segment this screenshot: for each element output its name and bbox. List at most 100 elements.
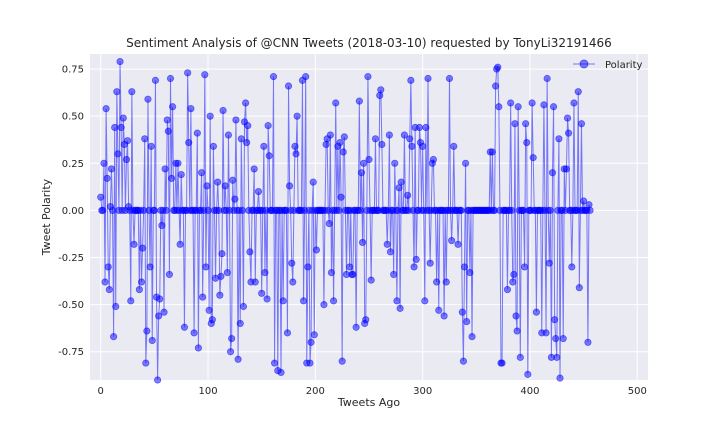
data-point [574, 88, 582, 96]
y-axis-ticks: -0.75 -0.50 -0.25 0.00 0.25 0.50 0.75 [58, 65, 84, 359]
data-point [146, 263, 154, 271]
data-point [448, 236, 456, 245]
data-point [142, 359, 150, 367]
data-point [254, 187, 263, 196]
data-point [410, 263, 418, 271]
data-point [458, 308, 466, 316]
data-point [237, 135, 245, 143]
data-point [224, 131, 233, 139]
data-point [150, 206, 158, 214]
data-point [408, 142, 416, 150]
y-tick-label: 0.00 [62, 206, 84, 217]
legend-label-polarity: Polarity [605, 60, 643, 71]
data-point [214, 178, 222, 186]
data-point [242, 99, 250, 107]
data-point [166, 74, 175, 83]
data-point [545, 259, 553, 267]
data-point [244, 122, 252, 130]
data-point [246, 248, 254, 256]
data-point [299, 297, 308, 305]
data-point [216, 291, 224, 299]
data-point [312, 246, 321, 254]
chart-title: Sentiment Analysis of @CNN Tweets (2018-… [126, 36, 612, 50]
data-point [116, 57, 124, 66]
data-point [130, 240, 138, 248]
data-point [285, 182, 294, 190]
data-point [144, 95, 152, 103]
y-axis-label: Tweet Polarity [40, 178, 53, 256]
data-point [97, 193, 105, 201]
data-point [459, 357, 468, 365]
data-point [404, 191, 412, 199]
data-point [511, 120, 519, 128]
data-point [488, 148, 496, 156]
data-point [264, 122, 272, 130]
data-point [338, 357, 346, 365]
data-point [155, 312, 163, 320]
legend-marker [579, 59, 589, 69]
data-point [503, 285, 512, 294]
data-point [156, 295, 164, 303]
data-point [209, 142, 217, 150]
data-point [206, 112, 214, 120]
data-point [546, 206, 554, 214]
data-point [421, 297, 429, 305]
data-point [508, 206, 516, 214]
data-point [251, 278, 259, 286]
data-point [217, 272, 225, 280]
data-point [260, 142, 268, 150]
data-point [219, 106, 227, 115]
data-point [516, 353, 524, 361]
data-point [288, 259, 296, 267]
data-point [292, 150, 300, 158]
data-point [563, 114, 572, 122]
data-point [239, 302, 248, 311]
data-point [202, 263, 210, 271]
data-point [302, 73, 310, 81]
data-point [454, 240, 462, 248]
y-tick-label: -0.50 [58, 300, 84, 311]
x-tick-label: 200 [306, 386, 325, 397]
x-axis-label: Tweets Ago [337, 396, 400, 409]
data-point [339, 148, 347, 156]
data-point [440, 312, 448, 320]
data-point [378, 140, 386, 149]
data-point [100, 159, 108, 167]
data-point [543, 74, 551, 83]
data-point [468, 333, 476, 341]
data-point [385, 131, 393, 139]
legend: Polarity [573, 59, 643, 71]
data-point [180, 323, 189, 331]
data-point [101, 278, 109, 286]
data-point [337, 193, 345, 201]
data-point [232, 116, 240, 124]
data-point [349, 270, 357, 279]
data-point [391, 159, 399, 167]
data-point [407, 76, 415, 84]
data-point [514, 103, 522, 111]
data-point [201, 71, 209, 79]
y-tick-label: 0.75 [62, 65, 84, 76]
data-point [457, 206, 465, 214]
data-point [108, 206, 117, 214]
data-point [226, 348, 235, 356]
data-point [575, 284, 583, 292]
data-point [450, 142, 458, 150]
data-point [113, 88, 121, 96]
data-point [461, 159, 470, 167]
data-point [466, 268, 474, 277]
data-point [422, 123, 430, 132]
data-point [234, 355, 242, 363]
data-point [320, 301, 328, 309]
data-point [529, 154, 537, 162]
data-point [208, 316, 216, 324]
data-point [327, 268, 336, 277]
data-point [177, 171, 185, 179]
data-point [512, 312, 520, 320]
data-point [221, 182, 229, 190]
data-point [289, 278, 297, 286]
data-point [415, 123, 424, 132]
data-point [367, 276, 375, 284]
data-point [154, 376, 162, 384]
data-point [127, 297, 135, 305]
